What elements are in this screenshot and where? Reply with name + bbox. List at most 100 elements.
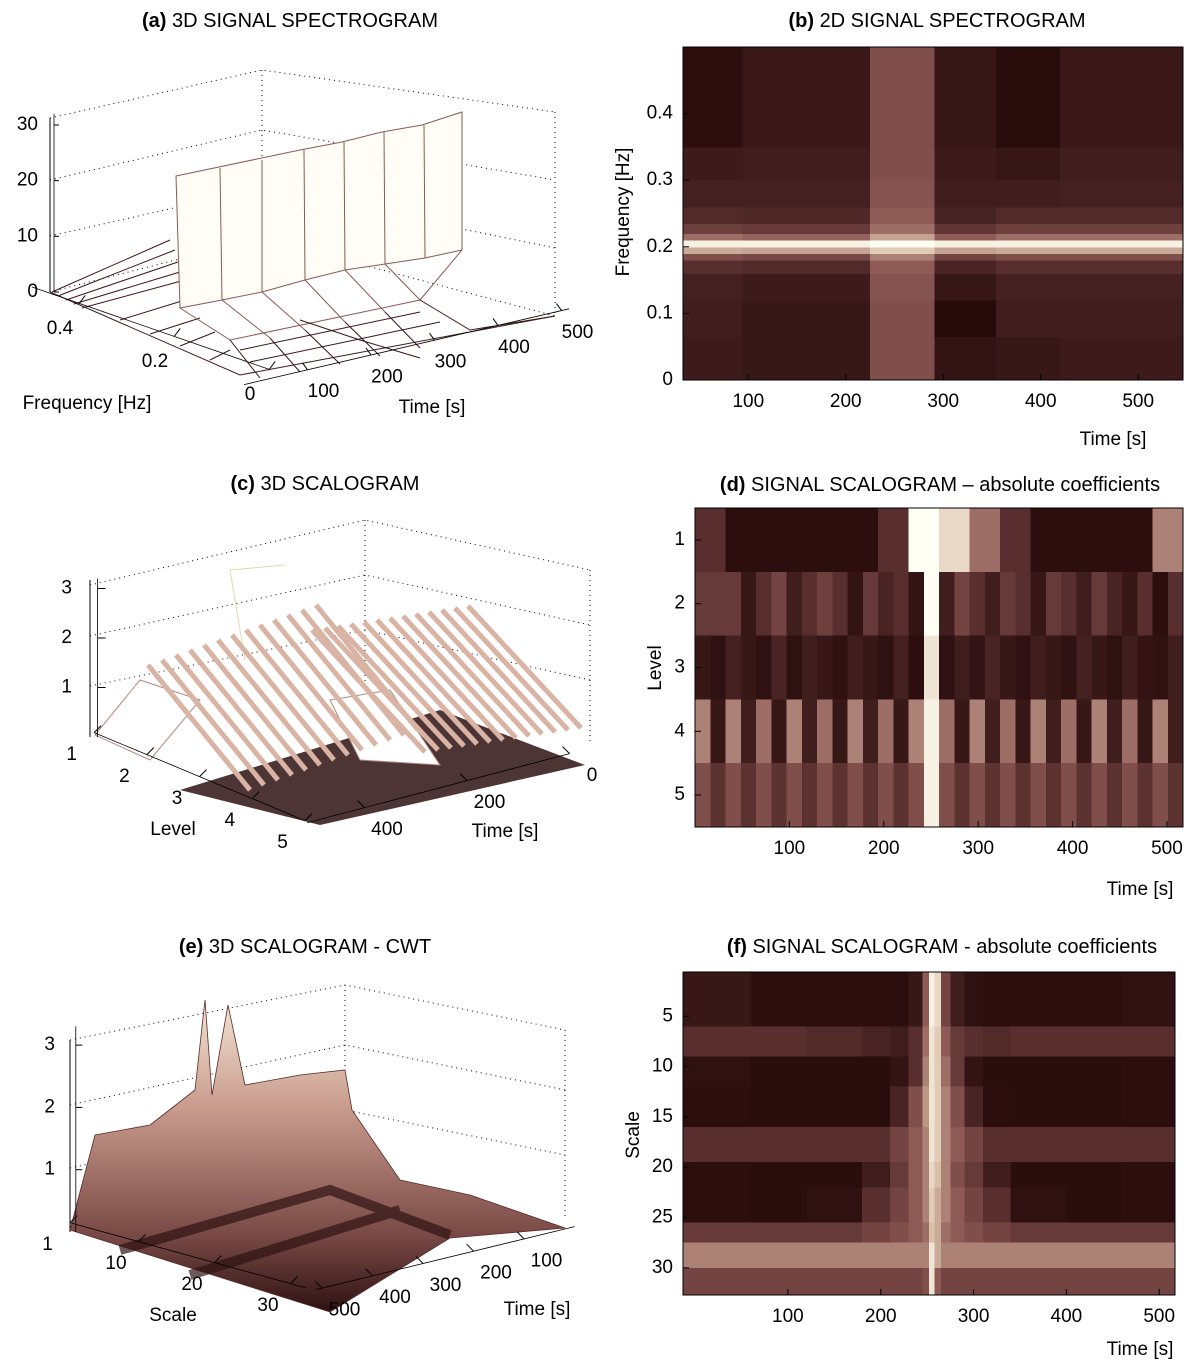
heatmap-cell xyxy=(1107,763,1123,827)
heatmap-cell xyxy=(935,972,942,1027)
heatmap-cell xyxy=(756,508,787,572)
y-tick-label: 20 xyxy=(181,1274,202,1295)
heatmap-cell xyxy=(1122,1026,1175,1057)
heatmap-cell xyxy=(941,1162,951,1188)
panel-label: (b) xyxy=(788,10,814,32)
heatmap-cell xyxy=(742,233,870,240)
heatmap-cell xyxy=(996,207,1061,224)
heatmap-cell xyxy=(941,1243,951,1269)
heatmap-cell xyxy=(870,300,935,337)
heatmap-cell xyxy=(787,508,818,572)
heatmap-cell xyxy=(787,636,803,700)
x-tick-label: 500 xyxy=(562,322,594,343)
heatmap-cell xyxy=(806,1268,862,1296)
z-tick-label: 10 xyxy=(17,225,38,246)
y-tick-label: 30 xyxy=(257,1295,278,1316)
title-text: 2D SIGNAL SPECTROGRAM xyxy=(820,10,1086,32)
heatmap-cell xyxy=(996,337,1061,381)
heatmap-cell xyxy=(878,699,894,763)
heatmap-cell xyxy=(923,1243,930,1269)
heatmap-cell xyxy=(890,972,909,1027)
y-tick-label: 3 xyxy=(674,657,685,678)
x-axis-label: Time [s] xyxy=(1080,429,1147,450)
panel-label: (e) xyxy=(179,936,203,958)
heatmap-cell xyxy=(862,1127,890,1163)
heatmap-cell xyxy=(683,233,743,240)
heatmap-cell xyxy=(996,147,1061,181)
heatmap-cell xyxy=(683,1057,751,1088)
heatmap-cell xyxy=(970,572,986,636)
heatmap-cell xyxy=(1092,508,1123,572)
heatmap-cell xyxy=(683,1162,751,1188)
heatmap-cell xyxy=(934,47,996,147)
y-axis-label: Level xyxy=(645,645,666,690)
heatmap-cell xyxy=(742,273,870,300)
heatmap-cell xyxy=(923,1223,930,1244)
heatmap-cell xyxy=(862,1026,890,1057)
x-tick-label: 400 xyxy=(1025,391,1057,412)
heatmap-cell xyxy=(983,1127,1011,1163)
heatmap-cell xyxy=(1011,1127,1067,1163)
x-tick-label: 400 xyxy=(498,337,530,358)
panel-label: (a) xyxy=(142,10,166,32)
heatmap-cell xyxy=(683,247,743,254)
heatmap-cell xyxy=(970,508,1001,572)
heatmap-cell xyxy=(870,223,935,233)
heatmap-cell xyxy=(1011,1187,1067,1223)
heatmap-cell xyxy=(1061,572,1077,636)
heatmap-cell xyxy=(863,699,879,763)
x-axis-label: Time [s] xyxy=(1107,1339,1174,1360)
heatmap-cell xyxy=(939,636,955,700)
y-tick-label: 2 xyxy=(674,593,685,614)
heatmap-cell xyxy=(1015,636,1031,700)
heatmap-cell xyxy=(934,337,996,381)
panel-title: (b) 2D SIGNAL SPECTROGRAM xyxy=(788,10,1085,32)
heatmap-cell xyxy=(1153,636,1169,700)
heatmap-cell xyxy=(1122,1087,1175,1128)
heatmap-cell xyxy=(751,1243,807,1269)
heatmap-cell xyxy=(939,508,970,572)
heatmap-cell xyxy=(787,572,803,636)
x-axis-label: Time [s] xyxy=(504,1299,571,1320)
heatmap-cell xyxy=(1060,47,1183,147)
heatmap-cell xyxy=(1011,1223,1067,1244)
heatmap-cell xyxy=(909,1268,923,1296)
heatmap-cell xyxy=(870,260,935,274)
heatmap-cell xyxy=(941,1223,951,1244)
heatmap-cell xyxy=(985,763,1001,827)
heatmap-cell xyxy=(683,337,743,381)
heatmap-cell xyxy=(751,1268,807,1296)
heatmap-cell xyxy=(970,636,986,700)
heatmap-cell xyxy=(1168,763,1184,827)
x-tick-label: 400 xyxy=(1051,1306,1083,1327)
heatmap-cell xyxy=(1107,636,1123,700)
heatmap-cell xyxy=(862,1087,890,1128)
heatmap-cell xyxy=(710,699,726,763)
x-tick-label: 200 xyxy=(480,1263,512,1284)
heatmap-cell xyxy=(683,972,751,1027)
heatmap-cell xyxy=(924,699,940,763)
heatmap-cell xyxy=(909,572,925,636)
heatmap-cell xyxy=(1066,1087,1122,1128)
heatmap-cell xyxy=(929,972,935,1027)
heatmap-cell xyxy=(742,147,870,181)
heatmap-cell xyxy=(756,763,772,827)
heatmap-cell xyxy=(806,1087,862,1128)
heatmap-cell xyxy=(1092,699,1108,763)
tick-mark xyxy=(563,747,570,754)
heatmap-cell xyxy=(1060,147,1183,181)
x-tick-label: 100 xyxy=(774,838,806,859)
heatmap-cell xyxy=(1060,180,1183,207)
x-tick-label: 500 xyxy=(1151,838,1183,859)
heatmap-cell xyxy=(1060,233,1183,240)
z-tick-label: 3 xyxy=(44,1034,55,1055)
heatmap-cell xyxy=(929,1087,935,1128)
x-tick-label: 300 xyxy=(958,1306,990,1327)
y-tick-label: 0.2 xyxy=(142,351,168,372)
tick-mark xyxy=(416,1257,423,1264)
heatmap-cell xyxy=(909,1087,923,1128)
heatmap-cell xyxy=(726,572,742,636)
y-tick-label: 4 xyxy=(225,810,236,831)
heatmap-cell xyxy=(996,47,1061,147)
heatmap-cell xyxy=(742,223,870,233)
